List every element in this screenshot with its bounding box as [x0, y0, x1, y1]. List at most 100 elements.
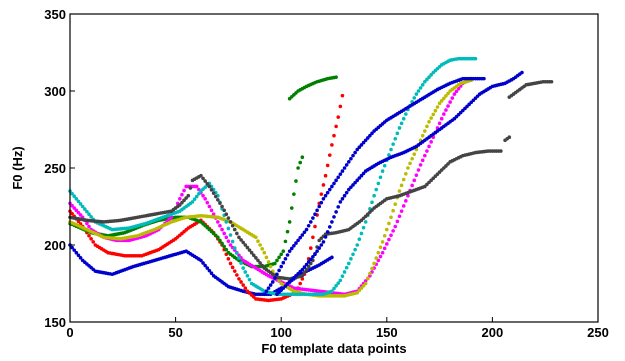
data-point	[245, 274, 250, 278]
data-point	[289, 246, 294, 251]
data-point	[235, 273, 239, 277]
data-point	[218, 238, 222, 243]
data-point	[311, 216, 315, 220]
data-point	[302, 265, 307, 269]
data-point	[363, 138, 368, 143]
data-point	[340, 274, 345, 278]
data-point	[70, 245, 74, 250]
data-point	[228, 220, 233, 224]
data-point	[344, 163, 349, 167]
data-point	[275, 272, 279, 277]
data-point	[239, 280, 243, 284]
data-point	[431, 112, 436, 117]
data-point	[247, 248, 252, 252]
data-point	[412, 178, 417, 183]
data-point	[406, 166, 410, 170]
data-point	[76, 199, 81, 204]
data-point	[292, 243, 296, 248]
data-point	[435, 105, 440, 109]
data-point	[199, 258, 203, 263]
data-point	[370, 200, 374, 205]
y-tick-label: 350	[44, 7, 66, 22]
data-point	[414, 92, 419, 96]
data-point	[213, 194, 218, 199]
data-point	[374, 187, 379, 192]
data-point	[268, 264, 273, 269]
series-10	[262, 76, 486, 297]
data-point	[220, 204, 224, 209]
data-point	[222, 231, 226, 236]
data-point	[285, 253, 290, 257]
data-point	[332, 286, 336, 291]
data-point	[78, 213, 83, 217]
data-point	[427, 75, 431, 79]
data-point	[292, 192, 296, 196]
data-point	[190, 200, 195, 204]
data-point	[319, 243, 324, 247]
data-point	[357, 145, 362, 150]
data-point	[306, 260, 311, 264]
data-point	[232, 227, 237, 232]
data-point	[315, 208, 319, 213]
data-point	[313, 224, 317, 229]
data-point	[382, 246, 387, 251]
data-point	[437, 121, 442, 126]
data-point	[311, 235, 315, 240]
data-point	[283, 239, 288, 244]
data-point	[549, 79, 554, 84]
data-point	[444, 108, 448, 112]
data-point	[340, 169, 345, 173]
data-point	[304, 267, 309, 272]
data-point	[237, 277, 241, 281]
data-point	[182, 198, 186, 203]
data-point	[416, 168, 421, 172]
data-point	[226, 239, 231, 243]
data-point	[76, 210, 81, 215]
data-point	[243, 243, 248, 247]
data-point	[258, 261, 262, 265]
data-point	[249, 250, 254, 255]
data-point	[416, 89, 421, 93]
data-point	[222, 244, 226, 249]
data-point	[277, 255, 281, 260]
data-point	[429, 116, 433, 120]
data-point	[304, 227, 309, 232]
data-point	[228, 243, 233, 247]
data-point	[321, 183, 326, 187]
data-point	[385, 242, 389, 246]
data-point	[404, 171, 408, 176]
data-point	[205, 266, 210, 270]
data-point	[188, 186, 193, 190]
data-point	[439, 116, 444, 121]
data-point	[346, 187, 351, 192]
data-point	[243, 286, 248, 290]
data-point	[327, 225, 332, 229]
data-point	[72, 194, 77, 199]
data-point	[277, 268, 281, 273]
data-point	[296, 238, 300, 243]
data-point	[412, 152, 417, 156]
data-point	[220, 227, 224, 232]
data-point	[340, 93, 345, 98]
data-point	[357, 176, 362, 180]
data-point	[180, 192, 184, 197]
x-tick-label: 150	[376, 325, 398, 340]
data-point	[359, 143, 364, 147]
data-point	[201, 193, 205, 198]
data-point	[365, 276, 370, 281]
x-tick-label: 0	[66, 325, 73, 340]
series-11	[275, 70, 524, 297]
data-point	[393, 202, 398, 206]
data-point	[397, 214, 402, 219]
data-point	[317, 246, 322, 250]
data-point	[232, 246, 237, 250]
data-point	[365, 136, 370, 140]
data-point	[359, 286, 364, 290]
data-point	[319, 200, 324, 205]
data-point	[327, 187, 332, 192]
data-point	[338, 278, 343, 283]
data-point	[444, 94, 448, 98]
data-point	[228, 233, 233, 237]
data-point	[323, 173, 328, 178]
data-point	[243, 270, 248, 274]
